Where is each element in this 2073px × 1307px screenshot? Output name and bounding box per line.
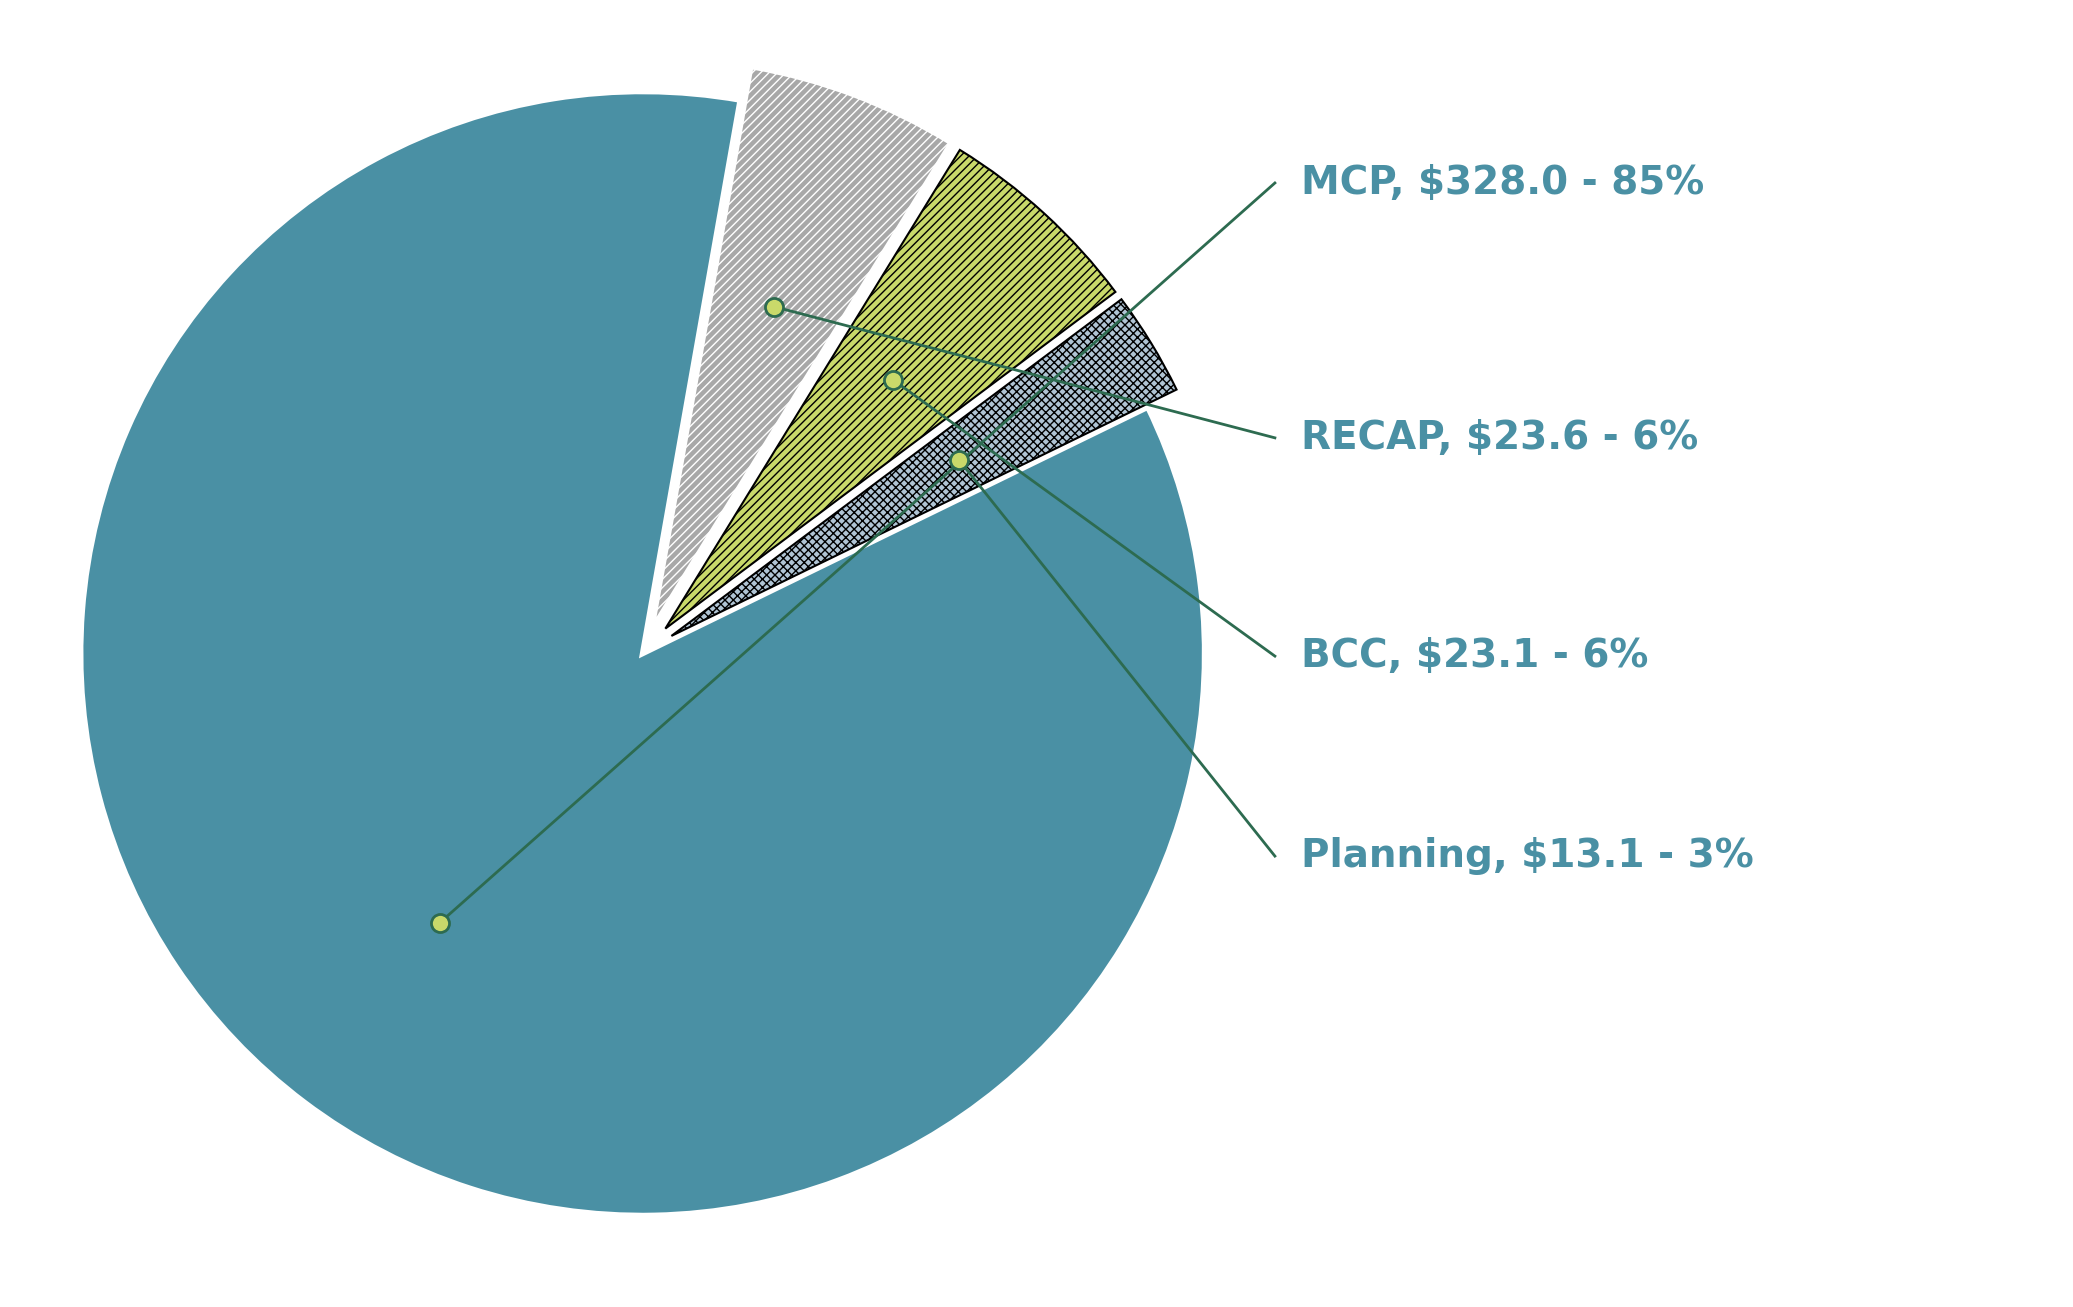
- Text: Planning, $13.1 - 3%: Planning, $13.1 - 3%: [1302, 836, 1754, 876]
- Text: BCC, $23.1 - 6%: BCC, $23.1 - 6%: [1302, 637, 1648, 676]
- Text: MCP, $328.0 - 85%: MCP, $328.0 - 85%: [1302, 163, 1704, 203]
- Wedge shape: [81, 91, 1204, 1216]
- Text: RECAP, $23.6 - 6%: RECAP, $23.6 - 6%: [1302, 418, 1698, 457]
- Wedge shape: [672, 299, 1177, 637]
- Wedge shape: [655, 68, 949, 622]
- Wedge shape: [665, 150, 1115, 629]
